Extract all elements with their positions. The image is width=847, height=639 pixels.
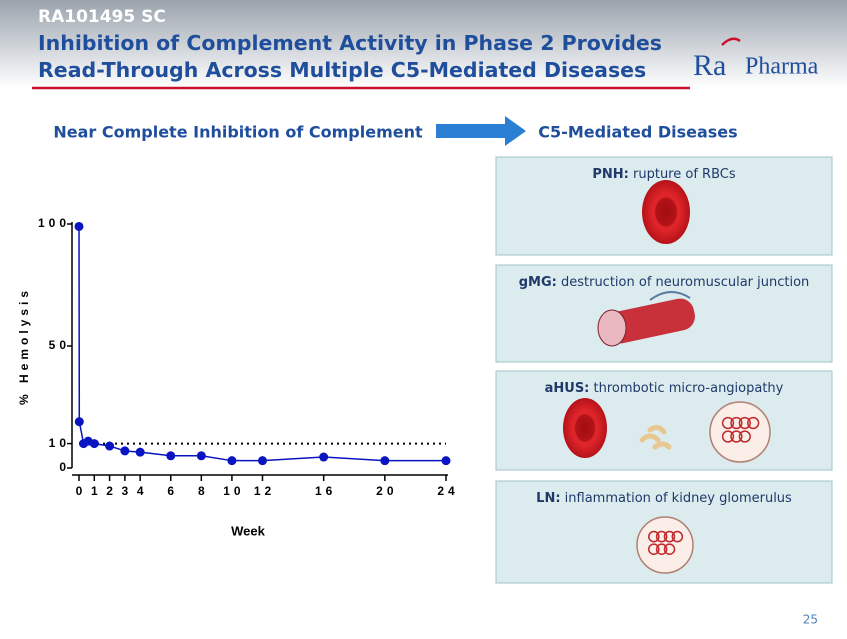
disease-name: gMG: [519,275,557,290]
capillary [721,416,735,430]
x-tick-label: 16 [315,484,336,498]
disease-description: destruction of neuromuscular junction [557,275,809,290]
red-blood-cell-center [575,414,595,442]
x-tick-label: 8 [198,484,209,498]
panel-caption: aHUS: thrombotic micro-angiopathy [545,381,784,396]
data-point [441,456,451,466]
arrow [436,116,526,146]
data-point [319,452,329,462]
x-axis-label: Week [231,523,265,538]
data-point [74,221,84,231]
data-point [166,451,176,461]
capillary [663,543,676,555]
disease-name: aHUS: [545,381,590,396]
data-point [89,439,99,449]
y-tick-label: 0 [59,460,70,474]
logo-word: Pharma [745,54,819,80]
capillary [730,430,743,443]
data-point [227,456,237,466]
disease-panel: gMG: destruction of neuromuscular juncti… [495,264,833,363]
capillary [671,530,684,543]
fragments [639,424,672,450]
disease-panel: PNH: rupture of RBCs [495,156,833,256]
capillary [721,430,735,443]
x-tick-label: 20 [376,484,397,498]
logo-swoosh [721,37,741,46]
header-band [0,0,847,88]
disease-name: LN: [536,491,560,506]
capillary [738,416,751,430]
muscle-fiber [605,298,695,344]
data-point [258,456,267,466]
disease-panels: PNH: rupture of RBCs gMG: destruction of … [495,156,833,584]
data-point [105,441,115,451]
right-heading: C5-Mediated Diseases [538,123,737,142]
capillary [655,543,668,555]
y-axis-label: % Hemolysis [17,287,31,405]
capillary [655,530,668,543]
capillary [648,543,660,555]
title-line: Read-Through Across Multiple C5-Mediated… [38,58,646,82]
capillary [663,530,676,543]
red-blood-cell-center [655,197,677,227]
y-tick-label: 10 [49,436,70,450]
disease-description: rupture of RBCs [629,167,736,182]
y-tick-label: 50 [49,338,70,352]
data-point [120,446,130,456]
capillary [747,416,760,430]
data-point [74,417,84,427]
x-tick-label: 6 [167,484,178,498]
x-tick-label: 10 [223,484,244,498]
panel-caption: gMG: destruction of neuromuscular juncti… [519,275,810,290]
data-line [78,226,446,462]
disease-name: PNH: [592,167,629,182]
nerve [649,291,691,301]
y-tick-label: 100 [38,216,70,230]
logo-mark: Ra [693,49,726,82]
title-line: Inhibition of Complement Activity in Pha… [38,31,662,55]
panel-caption: PNH: rupture of RBCs [592,167,735,182]
page-number: 25 [803,613,818,627]
data-point [380,456,390,466]
left-heading: Near Complete Inhibition of Complement [53,123,423,142]
capillary [738,430,751,443]
x-tick-label: 1 [91,484,102,498]
x-tick-label: 0 [76,484,87,498]
disease-description: inflammation of kidney glomerulus [561,491,792,506]
capillary [730,416,743,430]
panel-caption: LN: inflammation of kidney glomerulus [536,491,792,506]
x-tick-label: 2 [106,484,117,498]
x-tick-label: 4 [137,484,148,498]
header-tag: RA101495 SC [38,7,166,27]
x-tick-label: 24 [437,484,458,498]
data-point [196,451,206,461]
disease-panel: aHUS: thrombotic micro-angiopathy [495,370,833,471]
muscle-end [597,309,627,347]
x-tick-label: 12 [254,484,275,498]
capillary [648,530,660,543]
x-tick-label: 3 [122,484,133,498]
disease-description: thrombotic micro-angiopathy [589,381,783,396]
disease-panel: LN: inflammation of kidney glomerulus [495,480,833,584]
panel-box [495,370,833,471]
data-point [135,447,145,457]
